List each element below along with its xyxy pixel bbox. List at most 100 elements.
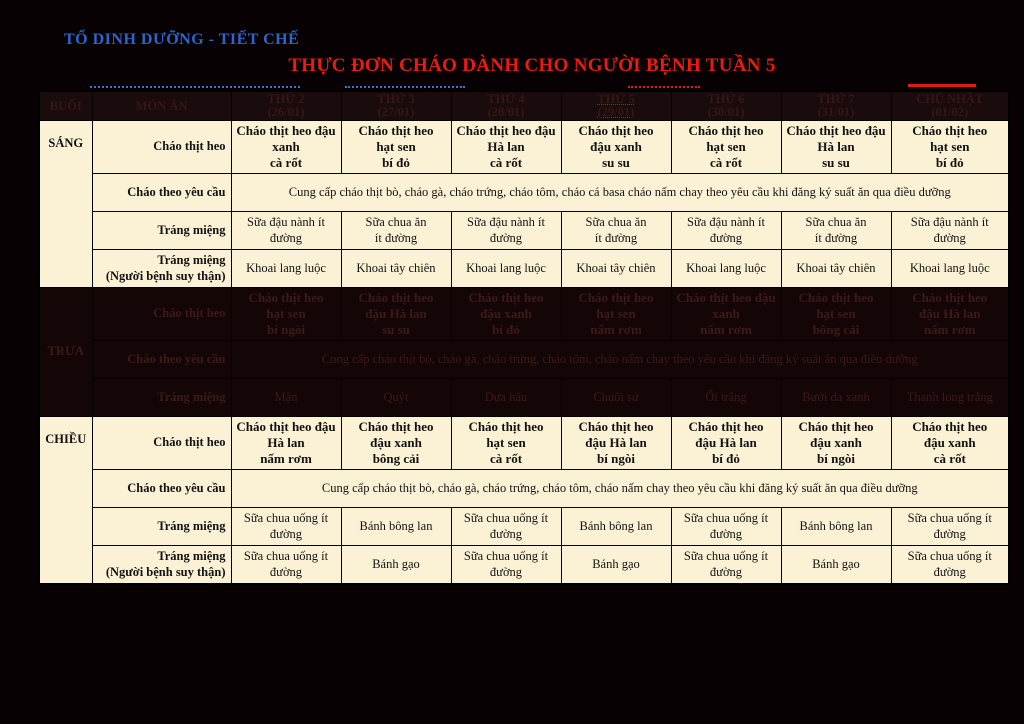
menu-row: Tráng miệng Mận Quýt Dưa hấu Chuối sứ Ổi trắn… xyxy=(39,378,1010,418)
menu-row: TRƯA Cháo thịt heo Cháo thịt heo hạt sen b… xyxy=(38,287,1010,418)
menu-cell: Bánh bông lan xyxy=(560,507,672,547)
note-cell: Cung cấp cháo thịt bò, cháo gà, cháo trứ… xyxy=(230,173,1010,213)
menu-cell: Khoai lang luộc xyxy=(230,249,342,289)
menu-row: Tráng miệng (Người bệnh suy thận) Sữa chu… xyxy=(39,545,1010,585)
menu-cell: Sữa chua uống ít đường xyxy=(670,545,782,585)
menu-cell: Cháo thịt heo đậu Hà lan nấm rơm xyxy=(890,287,1010,342)
dish-label: Cháo thịt heo xyxy=(91,287,232,342)
menu-cell: Cháo thịt heo hạt sen bí đỏ xyxy=(890,120,1010,175)
menu-cell: Sữa đậu nành ít đường xyxy=(450,211,562,251)
dish-label: Cháo thịt heo xyxy=(91,416,232,471)
menu-cell: Sữa chua uống ít đường xyxy=(450,507,562,547)
session-label: SÁNG xyxy=(38,120,93,289)
menu-cell: Khoai tây chiên xyxy=(560,249,672,289)
menu-cell: Sữa chua ăn ít đường xyxy=(340,211,452,251)
menu-cell: Khoai tây chiên xyxy=(780,249,892,289)
menu-cell: Khoai tây chiên xyxy=(340,249,452,289)
menu-cell: Sữa chua uống ít đường xyxy=(890,507,1010,547)
menu-cell: Cháo thịt heo hạt sen cà rốt xyxy=(450,416,562,471)
menu-cell: Sữa chua ăn ít đường xyxy=(560,211,672,251)
spellcheck-underline-red xyxy=(628,86,700,88)
dish-label: Tráng miệng xyxy=(91,378,232,418)
dish-label: Tráng miệng (Người bệnh suy thận) xyxy=(91,545,232,585)
menu-table-body: SÁNG Cháo thịt heo Cháo thịt heo đậu xanh … xyxy=(38,120,1010,585)
dish-label: Cháo thịt heo xyxy=(91,120,232,175)
note-cell: Cung cấp cháo thịt bò, cháo gà, cháo trứ… xyxy=(230,340,1010,380)
dish-label: Cháo theo yêu cầu xyxy=(91,340,232,380)
menu-row: Cháo theo yêu cầu Cung cấp cháo thịt bò, … xyxy=(39,173,1010,213)
menu-cell: Khoai lang luộc xyxy=(670,249,782,289)
menu-cell: Cháo thịt heo đậu xanh bông cải xyxy=(340,416,452,471)
column-header: MÓN ĂN xyxy=(91,90,232,122)
menu-row: SÁNG Cháo thịt heo Cháo thịt heo đậu xanh … xyxy=(38,120,1010,289)
dish-label: Tráng miệng xyxy=(91,211,232,251)
menu-cell: Cháo thịt heo đậu Hà lan su su xyxy=(780,120,892,175)
menu-cell: Ổi trắng xyxy=(670,378,782,418)
menu-cell: Sữa chua ăn ít đường xyxy=(780,211,892,251)
menu-cell: Cháo thịt heo đậu Hà lan bí đỏ xyxy=(670,416,782,471)
menu-cell: Quýt xyxy=(340,378,452,418)
menu-cell: Cháo thịt heo đậu xanh cà rốt xyxy=(230,120,342,175)
menu-cell: Sữa chua uống ít đường xyxy=(890,545,1010,585)
department-title: TỔ DINH DƯỠNG - TIẾT CHẾ xyxy=(64,31,300,48)
menu-cell: Sữa chua uống ít đường xyxy=(670,507,782,547)
column-header: THỨ 5 (29/01) xyxy=(560,90,672,122)
menu-cell: Chuối sứ xyxy=(560,378,672,418)
menu-row: Cháo theo yêu cầu Cung cấp cháo thịt bò, … xyxy=(39,340,1010,380)
menu-cell: Cháo thịt heo hạt sen cà rốt xyxy=(670,120,782,175)
menu-cell: Cháo thịt heo đậu xanh cà rốt xyxy=(890,416,1010,471)
column-header: THỨ 3 (27/01) xyxy=(340,90,452,122)
column-header: CHỦ NHẬT (01/02) xyxy=(890,90,1010,122)
column-header: BUỔI xyxy=(38,90,93,122)
menu-cell: Cháo thịt heo hạt sen bí ngòi xyxy=(230,287,342,342)
spellcheck-underline-blue xyxy=(345,86,465,88)
menu-cell: Cháo thịt heo đậu Hà lan cà rốt xyxy=(450,120,562,175)
menu-cell: Cháo thịt heo đậu Hà lan su su xyxy=(340,287,452,342)
menu-cell: Sữa chua uống ít đường xyxy=(230,545,342,585)
menu-cell: Thanh long trắng xyxy=(890,378,1010,418)
dish-label: Cháo theo yêu cầu xyxy=(91,173,232,213)
menu-cell: Cháo thịt heo hạt sen bông cải xyxy=(780,287,892,342)
menu-table: BUỔI MÓN ĂN THỨ 2 (26/01) THỨ 3 (27/01) THỨ … xyxy=(38,90,1010,586)
menu-cell: Sữa đậu nành ít đường xyxy=(670,211,782,251)
menu-cell: Bánh bông lan xyxy=(780,507,892,547)
menu-cell: Sữa đậu nành ít đường xyxy=(230,211,342,251)
menu-cell: Cháo thịt heo hạt sen nấm rơm xyxy=(560,287,672,342)
menu-cell: Dưa hấu xyxy=(450,378,562,418)
menu-cell: Cháo thịt heo hạt sen bí đỏ xyxy=(340,120,452,175)
menu-cell: Khoai lang luộc xyxy=(450,249,562,289)
menu-cell: Cháo thịt heo đậu xanh nấm rơm xyxy=(670,287,782,342)
title-underline-red xyxy=(908,84,976,87)
menu-cell: Bánh gạo xyxy=(780,545,892,585)
menu-cell: Sữa đậu nành ít đường xyxy=(890,211,1010,251)
dish-label: Cháo theo yêu cầu xyxy=(91,469,232,509)
column-header: THỨ 2 (26/01) xyxy=(230,90,342,122)
menu-cell: Cháo thịt heo đậu Hà lan nấm rơm xyxy=(230,416,342,471)
session-label: CHIỀU xyxy=(38,416,93,585)
dish-label: Tráng miệng xyxy=(91,507,232,547)
menu-cell: Cháo thịt heo đậu xanh bí ngòi xyxy=(780,416,892,471)
column-header: THỨ 4 (28/01) xyxy=(450,90,562,122)
menu-cell: Cháo thịt heo đậu xanh su su xyxy=(560,120,672,175)
menu-cell: Bưởi da xanh xyxy=(780,378,892,418)
menu-row: Cháo theo yêu cầu Cung cấp cháo thịt bò, … xyxy=(39,469,1010,509)
column-header: THỨ 6 (30/01) xyxy=(670,90,782,122)
dish-label: Tráng miệng (Người bệnh suy thận) xyxy=(91,249,232,289)
menu-cell: Cháo thịt heo đậu Hà lan bí ngòi xyxy=(560,416,672,471)
menu-row: Tráng miệng Sữa đậu nành ít đường Sữa chua… xyxy=(39,211,1010,251)
page-title: THỰC ĐƠN CHÁO DÀNH CHO NGƯỜI BỆNH TUẦN 5 xyxy=(288,55,776,76)
menu-cell: Sữa chua uống ít đường xyxy=(230,507,342,547)
session-label: TRƯA xyxy=(38,287,93,418)
note-cell: Cung cấp cháo thịt bò, cháo gà, cháo trứ… xyxy=(230,469,1010,509)
menu-row: Tráng miệng Sữa chua uống ít đường Bánh bô… xyxy=(39,507,1010,547)
menu-row: CHIỀU Cháo thịt heo Cháo thịt heo đậu Hà l… xyxy=(38,416,1010,585)
menu-cell: Mận xyxy=(230,378,342,418)
menu-cell: Khoai lang luộc xyxy=(890,249,1010,289)
menu-cell: Cháo thịt heo đậu xanh bí đỏ xyxy=(450,287,562,342)
menu-cell: Bánh gạo xyxy=(560,545,672,585)
menu-cell: Sữa chua uống ít đường xyxy=(450,545,562,585)
menu-cell: Bánh gạo xyxy=(340,545,452,585)
menu-cell: Bánh bông lan xyxy=(340,507,452,547)
spellcheck-underline-blue xyxy=(90,86,300,88)
